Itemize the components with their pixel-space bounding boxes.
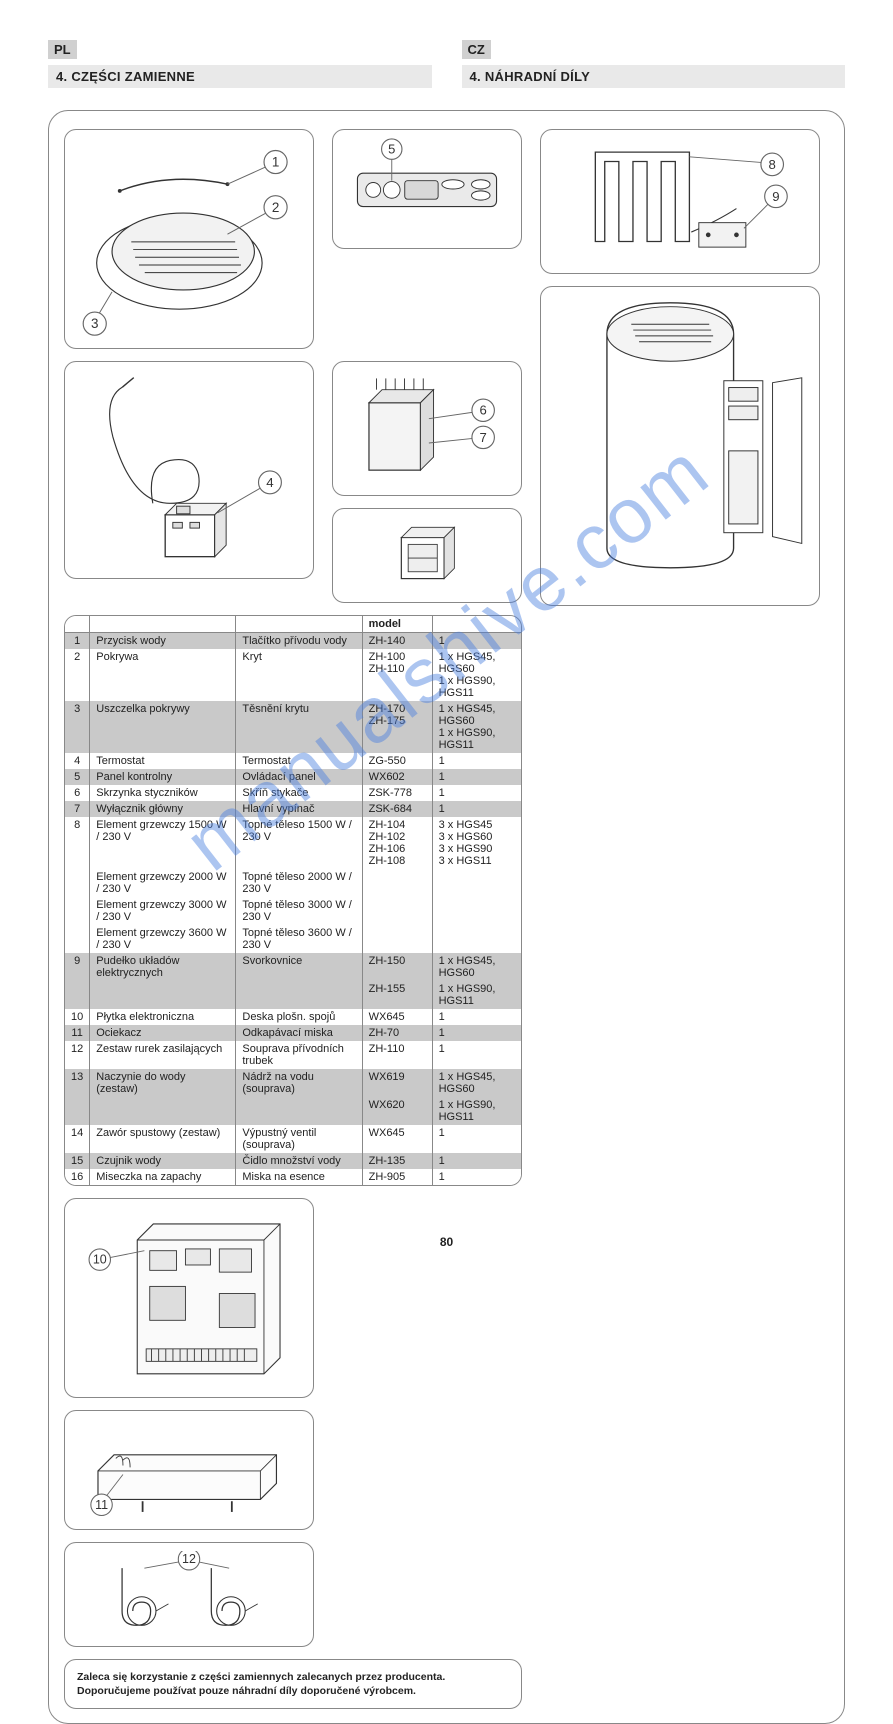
section-title-pl: 4. CZĘŚCI ZAMIENNE [48, 65, 432, 88]
table-row: 15Czujnik wodyČidlo množství vodyZH-1351 [65, 1153, 521, 1169]
table-row: 14Zawór spustowy (zestaw)Výpustný ventil… [65, 1125, 521, 1153]
callout-10: 10 [93, 1253, 107, 1267]
lang-col-pl: PL 4. CZĘŚCI ZAMIENNE [48, 40, 432, 88]
page-number: 80 [440, 1235, 453, 1249]
header-row: PL 4. CZĘŚCI ZAMIENNE CZ 4. NÁHRADNÍ DÍL… [48, 40, 845, 88]
callout-3: 3 [91, 316, 98, 331]
callout-12: 12 [182, 1552, 196, 1566]
lang-tag-pl: PL [48, 40, 77, 59]
lang-tag-cz: CZ [462, 40, 491, 59]
diagram-grid: 1 2 3 [64, 129, 829, 1647]
card-circuit-board: 10 [64, 1198, 314, 1398]
table-row: 6Skrzynka stycznikówSkříň stykačeZSK-778… [65, 785, 521, 801]
table-row: 7Wyłącznik głównyHlavní vypínačZSK-6841 [65, 801, 521, 817]
table-row: 13Naczynie do wody (zestaw)Nádrž na vodu… [65, 1069, 521, 1097]
right-stack-top: 8 9 [540, 129, 820, 1186]
table-row: 9Pudełko układów elektrycznychSvorkovnic… [65, 953, 521, 981]
section-title-cz: 4. NÁHRADNÍ DÍLY [462, 65, 846, 88]
table-row: 10Płytka elektronicznaDeska plošn. spojů… [65, 1009, 521, 1025]
card-drip-tray: 11 [64, 1410, 314, 1530]
parts-table: model 1Przycisk wodyTlačítko přívodu vod… [65, 616, 521, 1185]
callout-5: 5 [388, 142, 395, 157]
parts-table-card: model 1Przycisk wodyTlačítko přívodu vod… [64, 615, 522, 1186]
table-row: 4TermostatTermostatZG-5501 [65, 753, 521, 769]
card-switch [332, 508, 522, 603]
card-lid: 1 2 3 [64, 129, 314, 349]
callout-9: 9 [772, 189, 779, 204]
table-row: 11OciekaczOdkapávací miskaZH-701 [65, 1025, 521, 1041]
table-row: 1Przycisk wodyTlačítko přívodu vodyZH-14… [65, 633, 521, 650]
callout-7: 7 [480, 430, 487, 445]
lang-col-cz: CZ 4. NÁHRADNÍ DÍLY [462, 40, 846, 88]
table-row: 16Miseczka na zapachyMiska na esenceZH-9… [65, 1169, 521, 1185]
callout-8: 8 [769, 157, 776, 172]
callout-1: 1 [272, 155, 279, 170]
table-row: 8Element grzewczy 1500 W / 230 VTopné tě… [65, 817, 521, 869]
table-row: 12Zestaw rurek zasilającychSouprava přív… [65, 1041, 521, 1069]
card-contactor: 6 7 [332, 361, 522, 496]
note-cz: Doporučujeme používat pouze náhradní díl… [77, 1685, 416, 1697]
right-stack-bottom: 10 11 [64, 1198, 314, 1647]
callout-4: 4 [266, 475, 274, 490]
card-thermostat: 4 [64, 361, 314, 579]
table-row: Element grzewczy 3000 W / 230 VTopné těl… [65, 897, 521, 925]
card-heating-element: 8 9 [540, 129, 820, 274]
callout-11: 11 [95, 1498, 108, 1512]
note-card: Zaleca się korzystanie z części zamienny… [64, 1659, 522, 1709]
callout-2: 2 [272, 200, 279, 215]
table-row: Element grzewczy 3600 W / 230 VTopné těl… [65, 925, 521, 953]
table-row: 5Panel kontrolnyOvládací panelWX6021 [65, 769, 521, 785]
table-head-model: model [362, 616, 432, 633]
page-root: PL 4. CZĘŚCI ZAMIENNE CZ 4. NÁHRADNÍ DÍL… [0, 0, 893, 1263]
table-row: ZH-1551 x HGS90, HGS11 [65, 981, 521, 1009]
card-feed-pipes: 12 [64, 1542, 314, 1647]
card-control-panel: 5 [332, 129, 522, 249]
table-row: 2PokrywaKrytZH-100ZH-1101 x HGS45, HGS60… [65, 649, 521, 701]
content-frame: 1 2 3 [48, 110, 845, 1724]
card-unit-body [540, 286, 820, 606]
table-row: WX6201 x HGS90, HGS11 [65, 1097, 521, 1125]
callout-6: 6 [480, 403, 487, 418]
note-pl: Zaleca się korzystanie z części zamienny… [77, 1671, 445, 1683]
table-row: 3Uszczelka pokrywyTěsnění krytuZH-170ZH-… [65, 701, 521, 753]
table-row: Element grzewczy 2000 W / 230 VTopné těl… [65, 869, 521, 897]
